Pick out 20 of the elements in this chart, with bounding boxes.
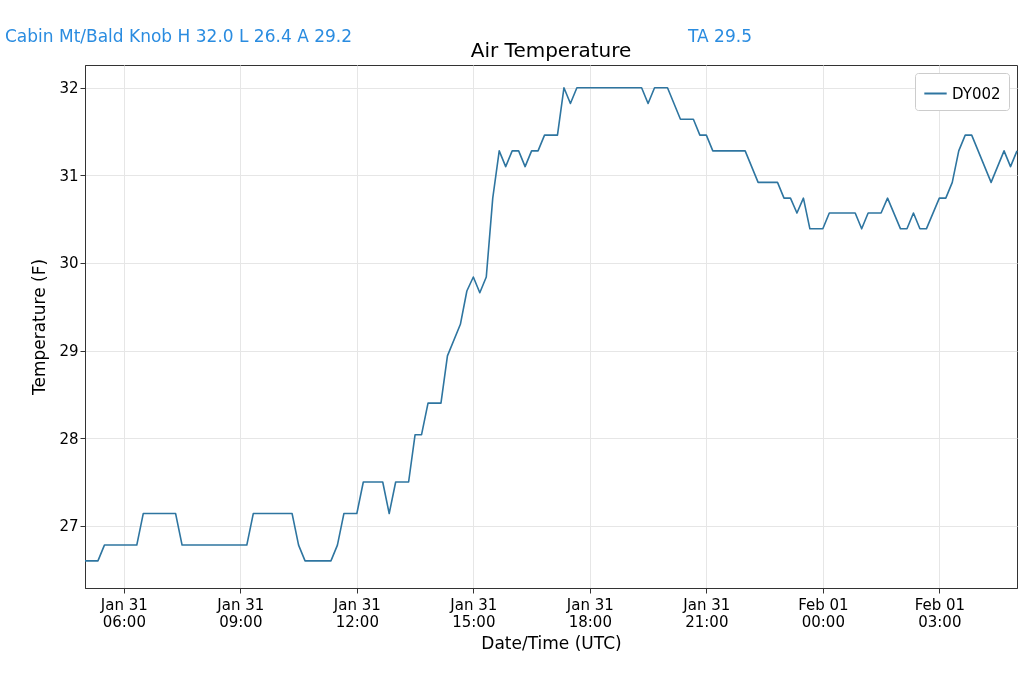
- x-tick-label: Jan 31 18:00: [565, 595, 614, 631]
- y-tick-label: 30: [59, 254, 79, 273]
- legend-label: DY002: [952, 84, 1001, 103]
- text: Cabin Mt/Bald Knob H 32.0 L 26.4 A 29.2: [5, 26, 353, 46]
- y-tick-label: 32: [59, 79, 79, 98]
- y-tick-label: 27: [59, 517, 79, 536]
- chart-title: Air Temperature: [470, 38, 632, 62]
- y-tick-label: 31: [59, 166, 79, 185]
- x-axis-title: Date/Time (UTC): [481, 632, 622, 653]
- x-tick-label: Jan 31 21:00: [682, 595, 731, 631]
- x-tick-label: Jan 31 15:00: [449, 595, 498, 631]
- y-axis-title: Temperature (F): [29, 258, 50, 397]
- x-tick-label: Feb 01 03:00: [914, 595, 966, 631]
- y-tick-label: 29: [59, 342, 79, 361]
- y-tick-label: 28: [59, 429, 79, 448]
- x-tick-label: Jan 31 09:00: [216, 595, 265, 631]
- x-tick-label: Feb 01 00:00: [798, 595, 849, 631]
- text: TA 29.5: [687, 26, 752, 46]
- x-tick-label: Jan 31 06:00: [99, 595, 148, 631]
- x-tick-label: Jan 31 12:00: [332, 595, 381, 631]
